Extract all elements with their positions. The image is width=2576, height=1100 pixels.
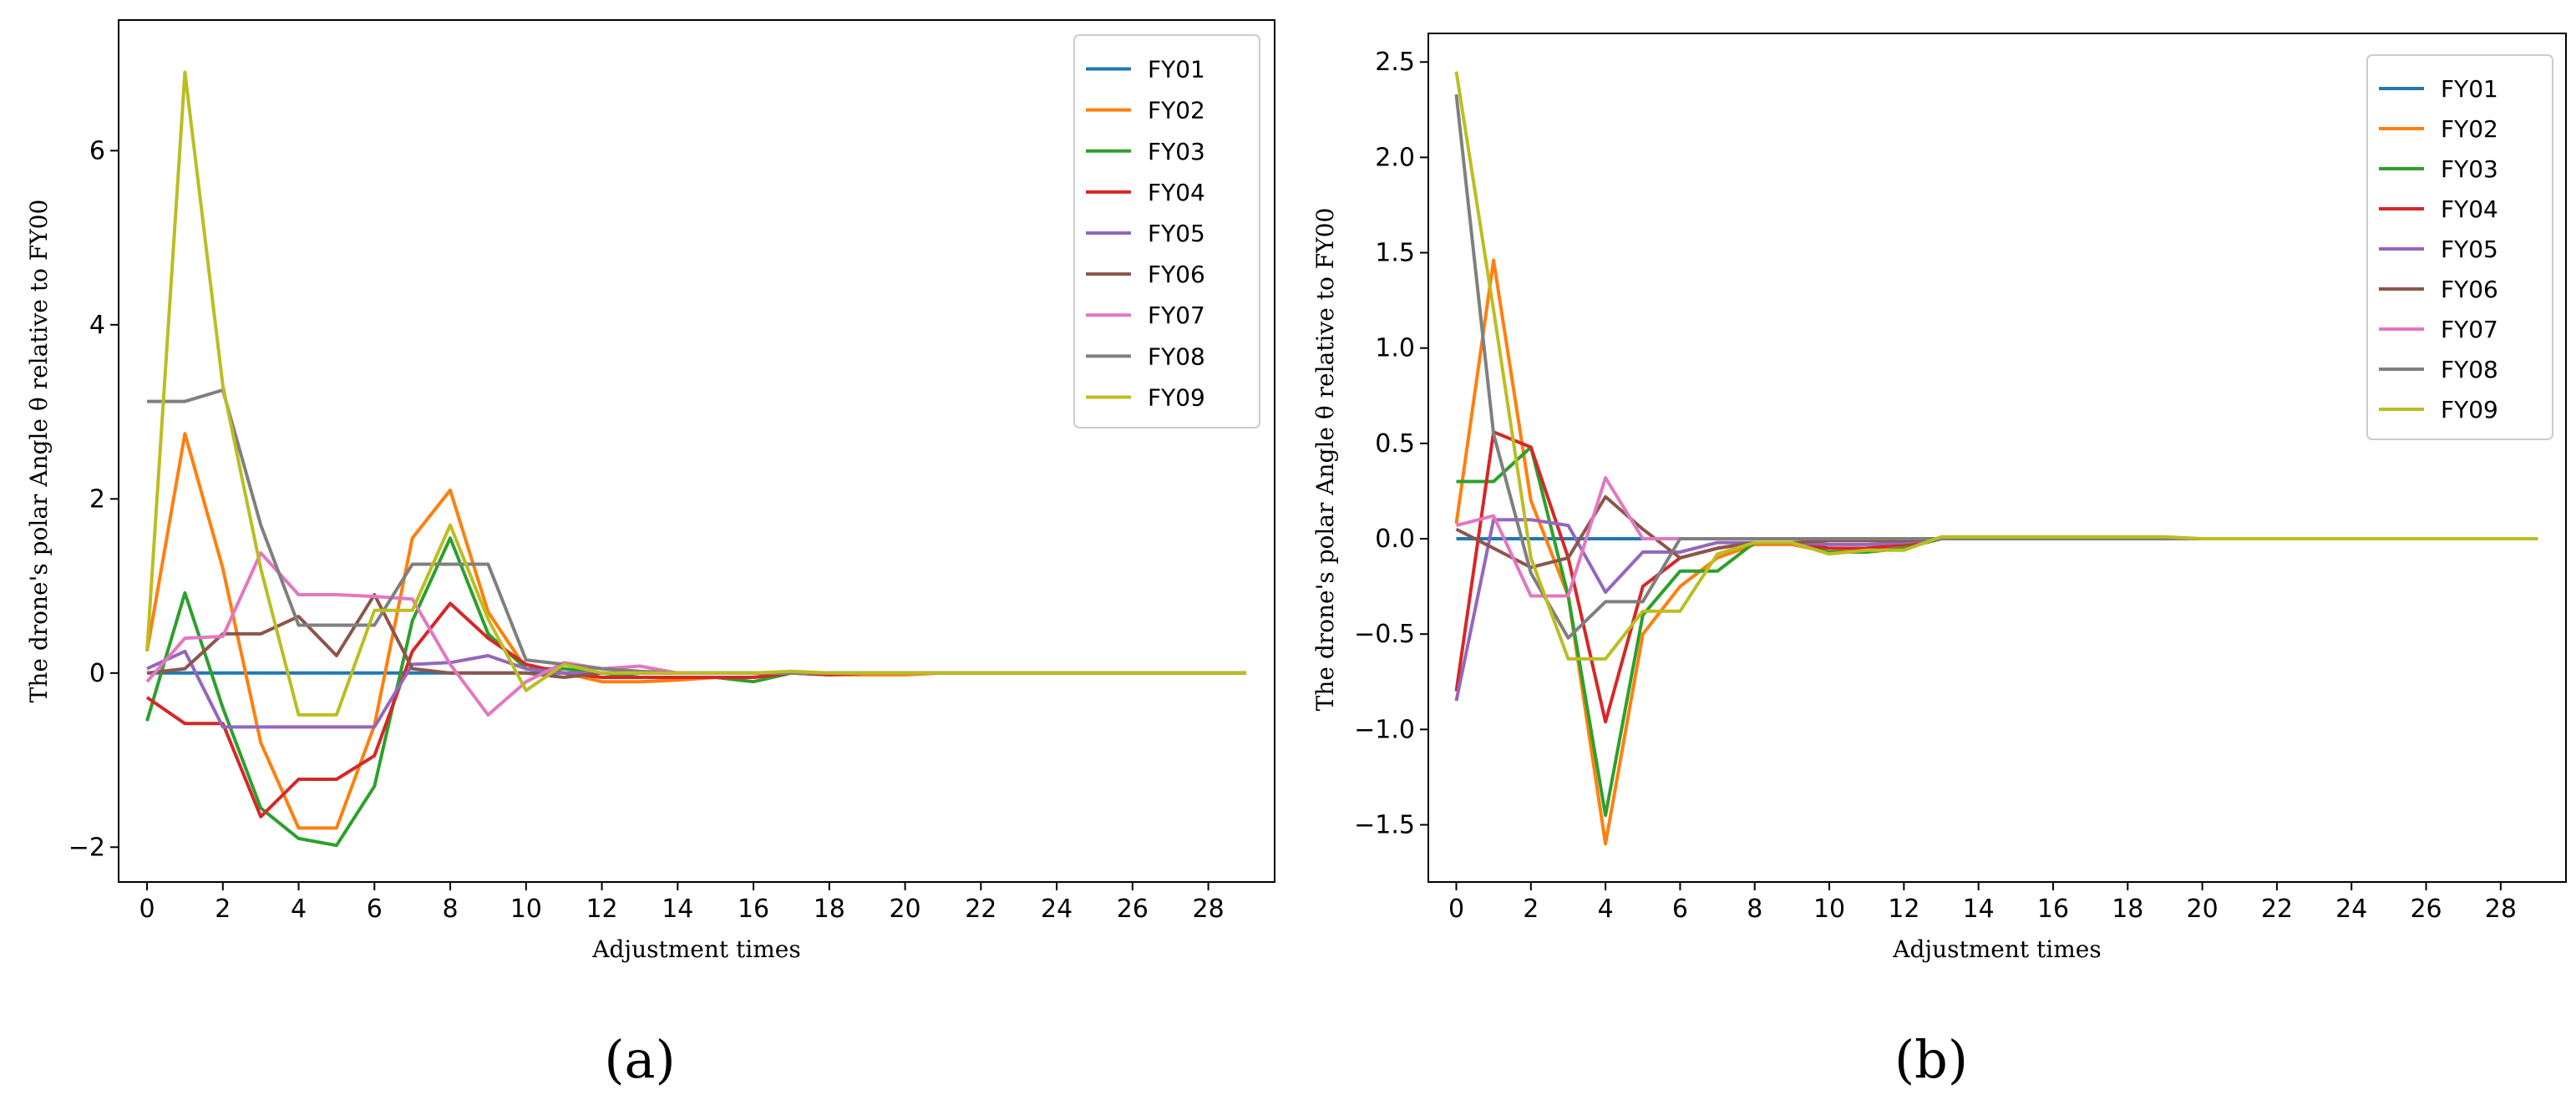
series-layer-a bbox=[145, 70, 1246, 848]
legend-label-fy07: FY07 bbox=[2441, 316, 2498, 343]
y-tick-label: −1.0 bbox=[1354, 715, 1415, 744]
chart-panel-b: 0 2 4 6 8 10 12 14 16 18 20 22 24 26 28−1.5−1.0−0.50.0… bbox=[1311, 33, 2567, 1090]
legend-label-fy05: FY05 bbox=[1148, 220, 1205, 247]
y-tick-label: 1.0 bbox=[1375, 334, 1415, 363]
legend-a: FY01 FY02 FY03 FY04 FY05 FY06 FY07 FY08 FY09 bbox=[1073, 34, 1260, 428]
legend-box bbox=[1073, 34, 1260, 428]
y-tick-label: 2.0 bbox=[1375, 143, 1415, 172]
legend-label-fy01: FY01 bbox=[1148, 56, 1205, 84]
legend-label-fy04: FY04 bbox=[1148, 179, 1205, 206]
y-axis-label-a: The drone's polar Angle θ relative to FY… bbox=[25, 200, 53, 703]
x-tick-label: 0 bbox=[1448, 895, 1464, 924]
x-tick-label: 16 bbox=[738, 895, 769, 924]
ticks-b: 0 2 4 6 8 10 12 14 16 18 20 22 24 26 28−1.5−1.0−0.50.0… bbox=[1354, 48, 2517, 924]
x-axis-label-a: Adjustment times bbox=[591, 935, 800, 963]
x-tick-label: 28 bbox=[1192, 895, 1224, 924]
panel-label-a: (a) bbox=[604, 1029, 675, 1090]
legend-label-fy08: FY08 bbox=[2441, 356, 2498, 383]
x-tick-label: 12 bbox=[1888, 895, 1919, 924]
legend-box bbox=[2366, 54, 2553, 440]
legend-label-fy09: FY09 bbox=[1148, 383, 1205, 411]
x-tick-label: 4 bbox=[1598, 895, 1614, 924]
legend-label-fy06: FY06 bbox=[2441, 276, 2498, 303]
legend-label-fy09: FY09 bbox=[2441, 396, 2498, 423]
x-tick-label: 2 bbox=[215, 895, 231, 924]
legend-label-fy01: FY01 bbox=[2441, 75, 2498, 103]
x-tick-label: 10 bbox=[510, 895, 542, 924]
x-tick-label: 18 bbox=[814, 895, 845, 924]
legend-label-fy06: FY06 bbox=[1148, 261, 1205, 288]
legend-label-fy04: FY04 bbox=[2441, 195, 2498, 223]
y-axis-label-b: The drone's polar Angle θ relative to FY… bbox=[1311, 208, 1339, 712]
series-layer-b bbox=[1454, 71, 2538, 846]
y-tick-label: 2 bbox=[89, 484, 105, 514]
plot-frame-b bbox=[1427, 33, 2567, 883]
x-tick-label: 10 bbox=[1813, 895, 1845, 924]
y-tick-label: 2.5 bbox=[1375, 48, 1415, 77]
x-tick-label: 20 bbox=[889, 895, 920, 924]
y-tick-label: −1.5 bbox=[1354, 811, 1415, 840]
x-axis-label-b: Adjustment times bbox=[1892, 935, 2101, 963]
panel-label-b: (b) bbox=[1894, 1029, 1968, 1090]
legend-label-fy02: FY02 bbox=[1148, 97, 1205, 124]
x-tick-label: 24 bbox=[1041, 895, 1072, 924]
x-tick-label: 12 bbox=[586, 895, 617, 924]
x-tick-label: 14 bbox=[662, 895, 693, 924]
legend-label-fy03: FY03 bbox=[1148, 138, 1205, 165]
x-tick-label: 26 bbox=[1117, 895, 1149, 924]
legend-label-fy07: FY07 bbox=[1148, 302, 1205, 329]
x-tick-label: 4 bbox=[291, 895, 307, 924]
y-tick-label: 0.5 bbox=[1375, 429, 1415, 459]
legend-label-fy03: FY03 bbox=[2441, 155, 2498, 183]
y-tick-label: 6 bbox=[89, 136, 105, 165]
y-tick-label: −0.5 bbox=[1354, 620, 1415, 649]
x-tick-label: 16 bbox=[2037, 895, 2069, 924]
x-tick-label: 22 bbox=[2261, 895, 2293, 924]
y-tick-label: 4 bbox=[89, 311, 105, 340]
x-tick-label: 8 bbox=[443, 895, 459, 924]
x-tick-label: 6 bbox=[1672, 895, 1688, 924]
x-tick-label: 8 bbox=[1747, 895, 1762, 924]
x-tick-label: 18 bbox=[2112, 895, 2143, 924]
y-tick-label: 0.0 bbox=[1375, 525, 1415, 554]
legend-b: FY01 FY02 FY03 FY04 FY05 FY06 FY07 FY08 FY09 bbox=[2366, 54, 2553, 440]
x-tick-label: 6 bbox=[367, 895, 383, 924]
x-tick-label: 20 bbox=[2187, 895, 2219, 924]
x-tick-label: 0 bbox=[139, 895, 155, 924]
x-tick-label: 24 bbox=[2335, 895, 2367, 924]
y-tick-label: 0 bbox=[89, 659, 105, 688]
plot-frame-a bbox=[118, 19, 1275, 883]
y-tick-label: −2 bbox=[68, 833, 105, 862]
x-tick-label: 26 bbox=[2410, 895, 2442, 924]
x-tick-label: 22 bbox=[965, 895, 996, 924]
legend-label-fy05: FY05 bbox=[2441, 236, 2498, 263]
y-tick-label: 1.5 bbox=[1375, 239, 1415, 268]
x-tick-label: 28 bbox=[2485, 895, 2517, 924]
legend-label-fy02: FY02 bbox=[2441, 115, 2498, 143]
x-tick-label: 14 bbox=[1963, 895, 1995, 924]
series-line-fy09 bbox=[1454, 71, 2538, 661]
legend-label-fy08: FY08 bbox=[1148, 342, 1205, 370]
series-line-fy09 bbox=[145, 70, 1246, 717]
x-tick-label: 2 bbox=[1523, 895, 1539, 924]
